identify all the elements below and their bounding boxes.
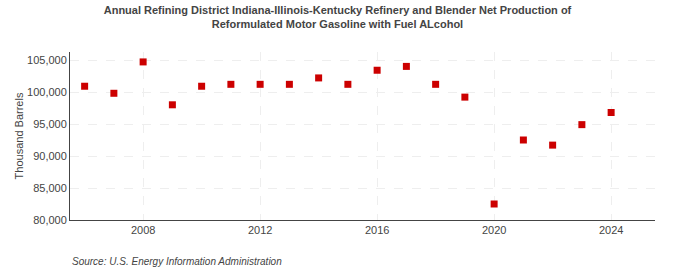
svg-text:Annual Refining District India: Annual Refining District Indiana-Illinoi… xyxy=(104,4,572,30)
svg-text:95,000: 95,000 xyxy=(33,118,67,130)
svg-text:80,000: 80,000 xyxy=(33,214,67,226)
svg-text:2020: 2020 xyxy=(482,224,506,236)
svg-text:Source: U.S. Energy Informatio: Source: U.S. Energy Information Administ… xyxy=(72,256,282,267)
svg-text:2016: 2016 xyxy=(365,224,389,236)
svg-text:100,000: 100,000 xyxy=(27,86,67,98)
svg-text:2012: 2012 xyxy=(248,224,272,236)
svg-text:2024: 2024 xyxy=(599,224,623,236)
svg-text:Thousand Barrels: Thousand Barrels xyxy=(13,92,25,179)
svg-text:90,000: 90,000 xyxy=(33,150,67,162)
svg-text:2008: 2008 xyxy=(131,224,155,236)
svg-text:105,000: 105,000 xyxy=(27,54,67,66)
svg-text:85,000: 85,000 xyxy=(33,182,67,194)
